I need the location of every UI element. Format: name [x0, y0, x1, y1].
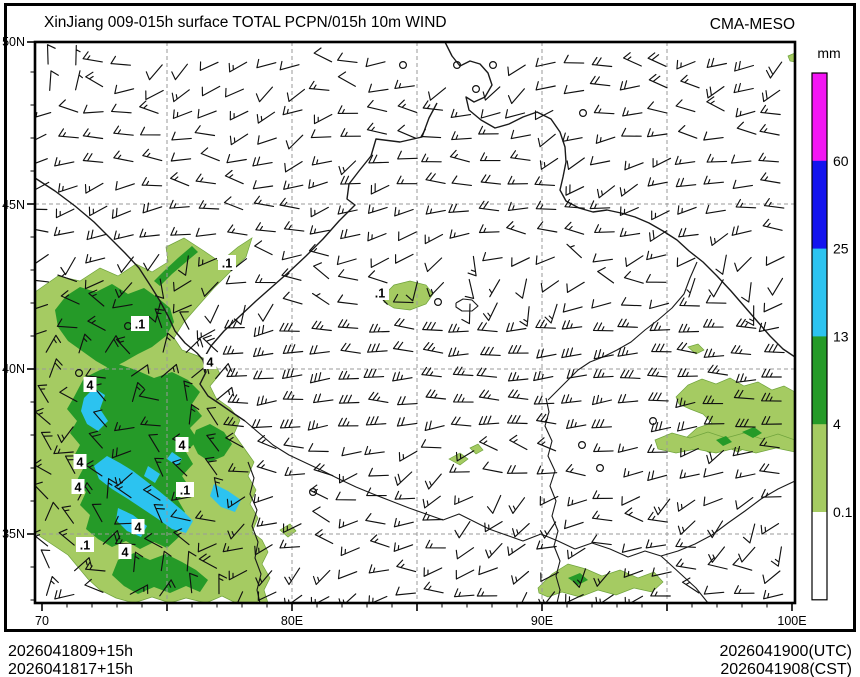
boundary-line	[202, 102, 438, 361]
boundary-line	[247, 461, 262, 603]
colorbar-tick-label: 13	[833, 328, 849, 344]
latitude-label: 45N	[2, 198, 25, 212]
contour-label-box	[71, 479, 85, 494]
precip-cyan-polygon	[167, 452, 182, 466]
contour-label-box	[83, 377, 97, 392]
model-name: CMA-MESO	[710, 16, 795, 33]
outer-frame	[4, 3, 856, 632]
colorbar: 60 25 13 4 0.1	[811, 72, 853, 601]
calm-wind-circle	[578, 108, 587, 117]
precip-light-polygon	[382, 280, 434, 311]
boundary-line	[35, 177, 246, 422]
calm-wind-circle	[472, 84, 481, 93]
contour-label: 4	[207, 356, 214, 370]
gridlines-layer	[35, 42, 795, 603]
footer-valid-time-utc: 2026041900(UTC)	[719, 643, 852, 660]
precip-dark-polygon	[112, 553, 208, 594]
precip-dark-polygon	[154, 246, 198, 286]
contour-label: 4	[179, 439, 186, 453]
contour-label-box	[73, 454, 87, 469]
precip-light-polygon	[469, 443, 484, 455]
footer-init-time-utc: 2026041809+15h	[8, 643, 133, 660]
contour-label: 4	[77, 456, 84, 470]
latitude-label: 35N	[2, 527, 25, 541]
precip-dark-polygon	[55, 284, 174, 369]
footer-init-time-cst: 2026041817+15h	[8, 661, 133, 677]
contour-label-box	[175, 437, 189, 452]
calm-wind-circle	[648, 417, 657, 426]
contour-label-box	[118, 544, 132, 559]
calm-wind-circle	[399, 60, 408, 69]
colorbar-unit-label: mm	[817, 45, 840, 61]
precip-cyan-polygon	[144, 466, 160, 483]
longitude-label: 100E	[777, 614, 806, 628]
contour-label: 4	[75, 481, 82, 495]
wind-barbs-layer	[35, 44, 785, 603]
colorbar-tick-label: 25	[833, 241, 849, 257]
colorbar-tick-label: 60	[833, 153, 849, 169]
contour-label: .1	[80, 539, 90, 553]
contour-label-box	[203, 354, 217, 369]
colorbar-tick-label: 4	[833, 416, 841, 432]
boundary-line	[544, 397, 561, 603]
colorbar-tick-label: 0.1	[833, 504, 853, 520]
latitude-label: 40N	[2, 362, 25, 376]
contour-label: 4	[135, 521, 142, 535]
colorbar-segment	[812, 424, 827, 513]
colorbar-segment	[812, 248, 827, 337]
calm-wind-circle	[74, 369, 83, 378]
precip-dark-polygon	[716, 436, 732, 446]
contour-label-box	[76, 537, 94, 552]
boundary-line	[455, 298, 479, 312]
colorbar-segment	[812, 160, 827, 250]
precip-light-polygon	[687, 343, 705, 355]
contour-label-box	[131, 316, 149, 331]
contour-label-box	[218, 255, 236, 270]
calm-wind-circle	[453, 60, 462, 69]
colorbar-segment	[812, 336, 827, 425]
contour-label-box	[176, 482, 194, 497]
contour-label: 4	[122, 546, 129, 560]
colorbar-segment	[812, 73, 827, 162]
x-axis: 70 80E 90E 100E	[35, 603, 807, 628]
calm-circles-layer	[74, 60, 657, 497]
contour-label: .1	[180, 484, 190, 498]
colorbar-outline	[811, 72, 828, 601]
longitude-label: 80E	[281, 614, 303, 628]
footer-valid-time-cst: 2026041908(CST)	[720, 661, 852, 677]
contour-label: 4	[87, 379, 94, 393]
calm-wind-circle	[489, 60, 498, 69]
calm-wind-circle	[309, 488, 318, 497]
longitude-label: 70	[35, 614, 49, 628]
y-axis: 50N 45N 40N 35N	[2, 35, 35, 601]
contour-label: .1	[135, 318, 145, 332]
boundary-line	[444, 42, 795, 358]
precip-dark-polygon	[742, 427, 762, 438]
contour-label-box	[371, 285, 389, 300]
calm-wind-circle	[434, 298, 443, 307]
calm-wind-circle	[595, 464, 604, 473]
wind-barbs-path	[35, 44, 785, 603]
longitude-label: 90E	[531, 614, 553, 628]
precip-light-polygon	[448, 452, 469, 466]
page-title: XinJiang 009-015h surface TOTAL PCPN/015…	[44, 14, 447, 31]
map-frame	[33, 40, 797, 605]
precip-light-polygon	[787, 52, 795, 63]
precip-cyan-polygon	[94, 456, 193, 533]
colorbar-segment	[812, 512, 827, 601]
calm-wind-circle	[577, 441, 586, 450]
contour-label: .1	[222, 257, 232, 271]
contour-label-box	[131, 519, 145, 534]
boundary-line	[547, 261, 698, 401]
latitude-label: 50N	[2, 35, 25, 49]
contour-label: .1	[375, 287, 385, 301]
